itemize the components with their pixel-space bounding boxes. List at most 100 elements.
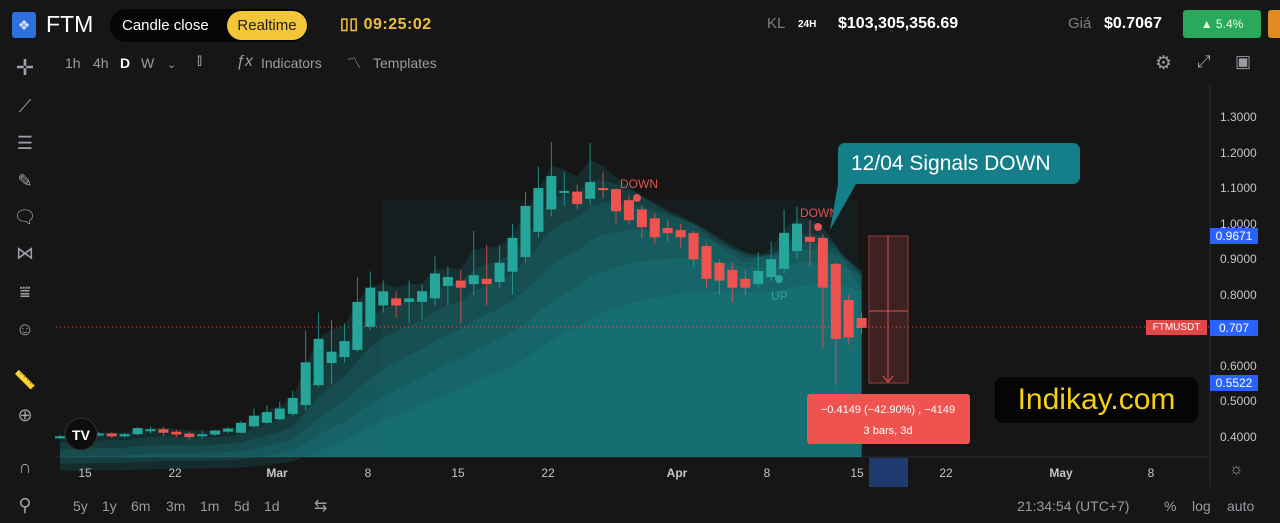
brush-icon[interactable]: ✎	[17, 171, 33, 191]
lock-drawing-icon[interactable]: ⚲	[18, 495, 32, 515]
fib-lines-icon[interactable]: ☰	[16, 133, 34, 153]
date-range-icon[interactable]: ⇆	[314, 498, 328, 515]
trend-band	[60, 202, 862, 457]
candle-body	[429, 273, 440, 299]
fantom-logo-icon: ❖	[12, 12, 36, 38]
candle-body	[171, 431, 182, 435]
candle-body	[727, 269, 738, 288]
candle	[701, 243, 712, 288]
gear-icon[interactable]: ⚙	[1155, 53, 1173, 74]
axis-settings-icon[interactable]: ☼	[1229, 461, 1244, 478]
prediction-icon[interactable]: ⩸	[19, 282, 31, 302]
candle-body	[158, 429, 169, 433]
price-tag-high: 0.9671	[1210, 228, 1258, 244]
candle-body	[817, 237, 828, 288]
volume-period: 24H	[798, 19, 817, 30]
range-1m[interactable]: 1m	[200, 498, 220, 514]
candle-body	[55, 436, 65, 439]
crosshair-icon[interactable]: ✛	[15, 55, 35, 80]
candle-body	[610, 189, 621, 212]
arrow-down-icon	[882, 375, 894, 383]
candle	[119, 432, 130, 438]
candle-body	[856, 317, 867, 328]
range-5y[interactable]: 5y	[73, 498, 88, 514]
candle-body	[300, 362, 311, 406]
candle	[817, 234, 828, 349]
candle	[236, 421, 247, 434]
ruler-icon[interactable]: 📏	[13, 370, 37, 390]
candle-body	[507, 237, 518, 272]
clock-time[interactable]: 21:34:54 (UTC+7)	[1017, 498, 1130, 514]
chevron-down-icon[interactable]: ⌄	[167, 59, 177, 71]
candle	[610, 188, 621, 224]
down-signal-label: DOWN	[800, 206, 838, 220]
log-toggle[interactable]: log	[1192, 498, 1211, 514]
candle-body	[404, 298, 415, 302]
price-label: Giá	[1068, 15, 1092, 32]
emoji-icon[interactable]: ☺	[15, 319, 35, 339]
candle-body	[468, 275, 479, 285]
realtime-button[interactable]: Realtime	[227, 11, 307, 40]
candle	[662, 220, 673, 242]
range-1d[interactable]: 1d	[264, 498, 280, 514]
fullscreen-icon[interactable]: ⤢	[1197, 52, 1211, 71]
percent-toggle[interactable]: %	[1164, 498, 1177, 514]
candle-body	[623, 200, 634, 221]
fx-icon[interactable]: ƒx	[236, 53, 253, 70]
range-6m[interactable]: 6m	[131, 498, 151, 514]
candle	[520, 191, 531, 263]
candle-body	[274, 408, 285, 420]
x-tick-label: 15	[78, 466, 92, 480]
tradingview-logo-icon[interactable]	[64, 417, 98, 451]
price-value: $0.7067	[1104, 15, 1162, 32]
y-tick-label: 0.8000	[1220, 287, 1257, 302]
candle-close-button[interactable]: Candle close	[122, 17, 209, 34]
candle	[429, 255, 440, 306]
signal-callout	[830, 142, 1080, 230]
interval-1h[interactable]: 1h	[65, 55, 81, 71]
candle-body	[598, 188, 609, 191]
candle	[546, 141, 557, 217]
range-3m[interactable]: 3m	[166, 498, 186, 514]
zoom-in-icon[interactable]: ⊕	[17, 405, 33, 425]
candle	[223, 427, 234, 434]
candle	[507, 223, 518, 295]
candle	[766, 241, 777, 281]
side-panel-tab[interactable]	[1268, 10, 1280, 38]
candle	[106, 432, 117, 439]
indicators-button[interactable]: Indicators	[261, 55, 322, 71]
candle-icon: ▯▯	[340, 16, 364, 33]
candle	[649, 213, 660, 244]
interval-4h[interactable]: 4h	[93, 55, 109, 71]
interval-w[interactable]: W	[141, 55, 155, 71]
candle	[481, 245, 492, 306]
camera-icon[interactable]: ▣	[1235, 52, 1252, 71]
candle-body	[714, 262, 725, 281]
candle-body	[352, 301, 363, 350]
candle-body	[779, 232, 790, 269]
candle	[856, 312, 867, 334]
templates-icon[interactable]: 〽	[347, 55, 361, 71]
candle-body	[223, 428, 234, 432]
trendline-icon[interactable]: ⟋	[18, 96, 32, 116]
candle	[714, 259, 725, 295]
candle	[792, 206, 803, 260]
auto-toggle[interactable]: auto	[1227, 498, 1255, 514]
candle	[779, 209, 790, 274]
text-note-icon[interactable]: 🗨	[13, 207, 37, 227]
candle	[494, 245, 505, 288]
magnet-icon[interactable]: ∩	[18, 457, 32, 477]
range-1y[interactable]: 1y	[102, 498, 117, 514]
candle	[455, 269, 466, 324]
up-signal-dot	[775, 275, 783, 283]
pattern-icon[interactable]: ⋈	[16, 243, 34, 263]
candle-body	[649, 218, 660, 238]
range-5d[interactable]: 5d	[234, 498, 250, 514]
templates-button[interactable]: Templates	[373, 55, 437, 71]
candle	[830, 262, 841, 386]
candle	[753, 252, 764, 288]
interval-d[interactable]: D	[120, 55, 131, 71]
candle-body	[248, 415, 259, 427]
candle-type-icon[interactable]: ⫾	[197, 52, 203, 69]
